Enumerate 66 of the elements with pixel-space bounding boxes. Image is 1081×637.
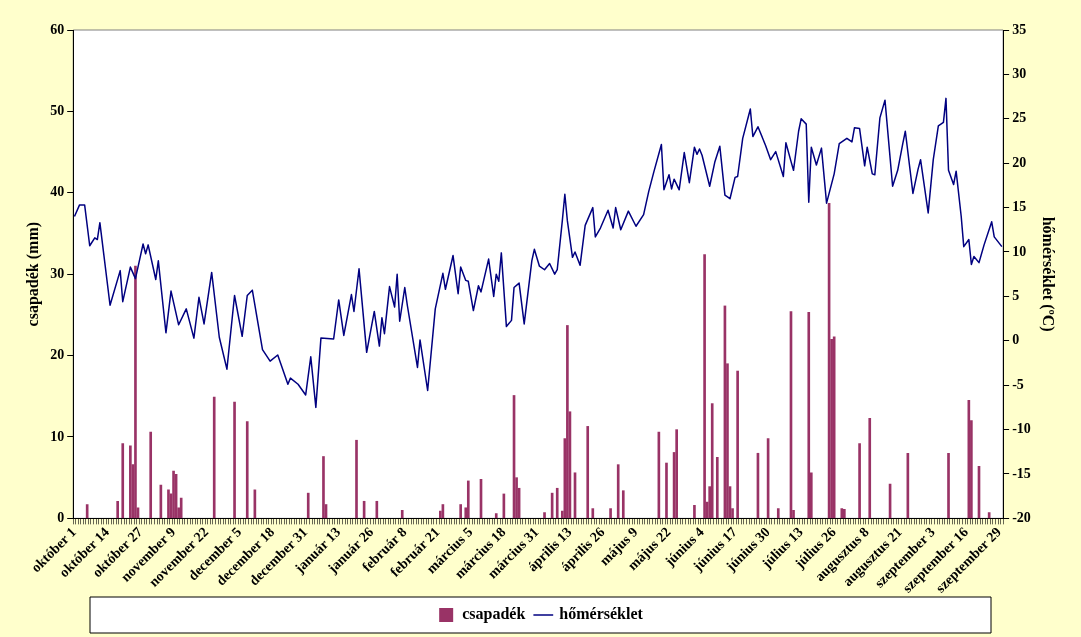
bar: [703, 254, 706, 519]
bar: [375, 500, 379, 519]
bar: [840, 508, 844, 519]
bar: [621, 490, 625, 519]
bar: [543, 512, 546, 519]
bar: [129, 445, 132, 519]
bar: [776, 508, 780, 519]
bar: [494, 513, 498, 519]
bar: [121, 443, 125, 519]
bar: [715, 456, 719, 519]
y-tick-label: 40: [50, 184, 65, 200]
bar: [149, 431, 153, 519]
bar: [858, 443, 861, 519]
y-tick-label: 30: [50, 265, 65, 281]
bar: [693, 505, 696, 519]
bar: [167, 489, 170, 519]
bar: [947, 452, 950, 519]
y2-tick-label: -15: [1012, 465, 1031, 481]
bar: [665, 462, 668, 519]
bar: [591, 508, 595, 519]
bar: [843, 509, 846, 519]
bar: [322, 456, 325, 519]
bar: [586, 426, 590, 519]
bar: [245, 421, 249, 519]
y2-tick-label: -10: [1012, 421, 1031, 437]
legend-label: hőmérséklet: [559, 605, 644, 623]
bar: [609, 508, 612, 519]
bar: [566, 325, 569, 519]
y2-axis-title: hőmérséklet (ºC): [1039, 216, 1058, 332]
bar: [807, 312, 811, 519]
bar: [212, 396, 216, 519]
y2-tick-label: -20: [1012, 509, 1031, 525]
bar: [459, 504, 462, 519]
y-tick-label: 0: [57, 509, 65, 525]
legend-label: csapadék: [462, 605, 526, 624]
y2-tick-label: 5: [1012, 287, 1020, 303]
y-tick-label: 60: [50, 21, 65, 37]
y2-tick-label: 35: [1012, 21, 1027, 37]
y-tick-label: 20: [50, 347, 65, 363]
bar: [85, 504, 89, 519]
y2-tick-label: -5: [1012, 376, 1024, 392]
y2-tick-label: 25: [1012, 110, 1027, 126]
y2-tick-label: 10: [1012, 243, 1027, 259]
bar: [116, 500, 119, 519]
bar: [736, 370, 739, 519]
y2-tick-label: 15: [1012, 199, 1027, 215]
y-tick-label: 10: [50, 428, 65, 444]
y-tick-label: 50: [50, 103, 65, 118]
bar: [466, 480, 470, 519]
y2-tick-label: 30: [1012, 66, 1027, 82]
y2-tick-label: 20: [1012, 154, 1027, 170]
bar: [832, 336, 836, 519]
bar: [233, 401, 236, 519]
y-axis-title: csapadék (mm): [23, 221, 42, 327]
bar: [868, 417, 872, 519]
bar: [616, 464, 620, 519]
bar: [675, 429, 678, 519]
bar: [400, 509, 404, 519]
y2-tick-label: 0: [1012, 332, 1020, 348]
bar: [555, 487, 559, 519]
bar: [710, 403, 714, 519]
bar: [179, 497, 183, 519]
bar: [134, 265, 137, 519]
bar: [306, 492, 310, 519]
bar: [172, 470, 175, 519]
bar: [355, 439, 358, 519]
